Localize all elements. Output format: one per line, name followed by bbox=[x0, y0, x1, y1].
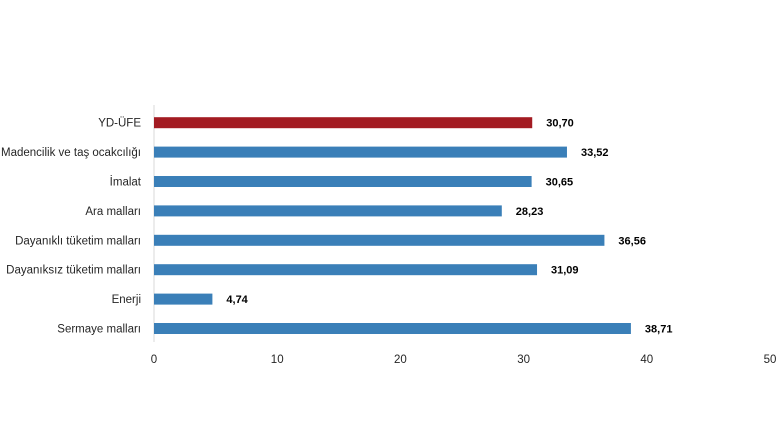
data-label: 38,71 bbox=[645, 324, 673, 336]
x-tick-label: 30 bbox=[517, 354, 530, 366]
data-label: 33,52 bbox=[581, 147, 609, 159]
category-label: Enerji bbox=[112, 294, 141, 306]
x-tick-label: 0 bbox=[151, 354, 157, 366]
data-label: 4,74 bbox=[226, 294, 248, 306]
bar bbox=[154, 234, 605, 246]
x-tick-label: 40 bbox=[640, 354, 653, 366]
bar bbox=[154, 205, 502, 217]
data-label: 36,56 bbox=[618, 235, 646, 247]
bar bbox=[154, 323, 631, 334]
x-tick-label: 50 bbox=[764, 354, 777, 366]
bar bbox=[154, 264, 538, 276]
category-label: Sermaye malları bbox=[57, 324, 141, 336]
data-label: 28,23 bbox=[516, 206, 544, 218]
x-tick-label: 10 bbox=[271, 354, 284, 366]
bar bbox=[154, 176, 532, 187]
data-label: 30,65 bbox=[546, 177, 574, 189]
bar bbox=[154, 146, 567, 158]
plot-area: YD-ÜFE 30,70 Madencilik ve taş ocakcılığı 3… bbox=[1, 105, 776, 366]
data-label: 30,70 bbox=[546, 118, 574, 130]
category-label: İmalat bbox=[110, 176, 142, 189]
category-label: Madencilik ve taş ocakcılığı bbox=[1, 147, 141, 159]
category-label: Dayanıksız tüketim malları bbox=[6, 265, 141, 277]
bar bbox=[154, 293, 213, 305]
bar bbox=[154, 117, 533, 129]
category-label: YD-ÜFE bbox=[98, 118, 141, 130]
category-label: Ara malları bbox=[85, 206, 141, 218]
data-label: 31,09 bbox=[551, 265, 579, 277]
category-label: Dayanıklı tüketim malları bbox=[15, 235, 141, 247]
x-tick-label: 20 bbox=[394, 354, 407, 366]
